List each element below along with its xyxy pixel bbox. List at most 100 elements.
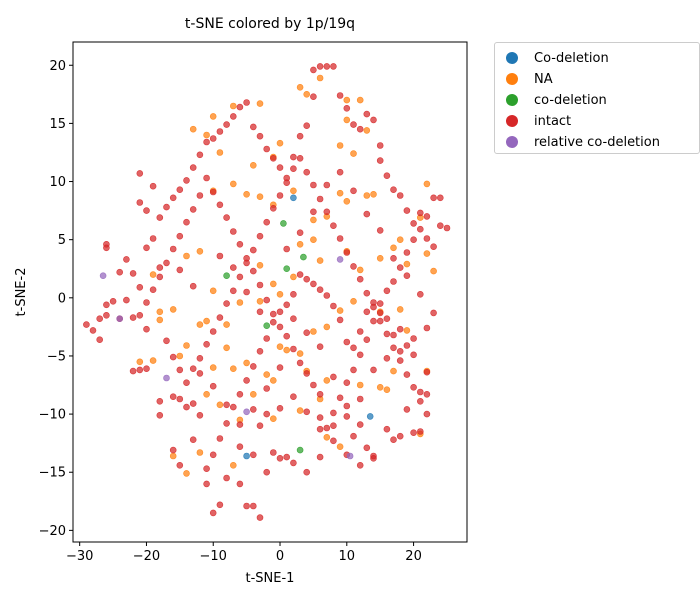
point-na-s1: [376, 383, 384, 391]
point-na-s1: [336, 443, 344, 451]
point-intact-s3: [276, 323, 284, 331]
point-intact-s3: [296, 155, 304, 162]
point-intact-s3: [236, 390, 244, 398]
point-intact-s3: [423, 390, 431, 398]
point-na-s1: [250, 390, 257, 398]
point-na-s1: [403, 260, 411, 268]
point-na-s1: [183, 470, 190, 477]
point-intact-s3: [330, 222, 337, 229]
point-na-s1: [263, 371, 271, 378]
point-intact-s3: [196, 151, 204, 159]
point-na-s1: [189, 125, 197, 133]
y-tick-label: 0: [58, 291, 66, 306]
point-intact-s3: [230, 113, 237, 120]
point-intact-s3: [423, 324, 431, 332]
x-tick-label: −20: [133, 549, 160, 564]
point-intact-s3: [223, 401, 230, 409]
point-intact-s3: [176, 232, 184, 240]
point-intact-s3: [283, 301, 291, 309]
point-na-s1: [209, 113, 217, 120]
point-intact-s3: [416, 428, 424, 435]
point-na-s1: [310, 328, 317, 335]
point-na-s1: [356, 266, 364, 274]
point-na-s1: [256, 100, 264, 107]
point-intact-s3: [263, 410, 271, 418]
legend-marker-co-deletion-upper: [506, 52, 518, 64]
point-relative-co-deletion-s4: [99, 272, 107, 280]
point-na-s1: [390, 244, 397, 252]
point-na-s1: [243, 191, 250, 198]
point-intact-s3: [136, 170, 144, 177]
point-intact-s3: [423, 368, 431, 376]
point-na-s1: [216, 149, 224, 156]
point-intact-s3: [316, 425, 324, 433]
point-intact-s3: [310, 280, 317, 288]
point-na-s1: [343, 96, 351, 104]
point-intact-s3: [136, 311, 144, 319]
point-na-s1: [316, 257, 324, 264]
point-intact-s3: [176, 461, 184, 469]
legend-label: relative co-deletion: [534, 134, 660, 150]
point-na-s1: [370, 191, 377, 198]
point-na-s1: [149, 271, 157, 278]
point-na-s1: [363, 127, 371, 134]
point-intact-s3: [416, 388, 424, 396]
point-intact-s3: [356, 395, 364, 403]
point-na-s1: [196, 449, 204, 456]
point-intact-s3: [416, 290, 424, 298]
point-intact-s3: [203, 138, 210, 146]
point-co-deletion-s2: [263, 322, 271, 330]
point-na-s1: [336, 307, 344, 314]
x-tick-label: −30: [66, 549, 93, 564]
point-intact-s3: [216, 128, 224, 135]
point-intact-s3: [356, 461, 364, 469]
point-intact-s3: [363, 210, 371, 218]
point-intact-s3: [256, 232, 264, 240]
point-intact-s3: [236, 241, 244, 248]
point-intact-s3: [136, 199, 144, 206]
legend-item-co-deletion-upper: Co-deletion: [505, 49, 609, 67]
point-intact-s3: [343, 379, 351, 387]
point-intact-s3: [403, 406, 411, 413]
point-intact-s3: [189, 436, 197, 444]
point-intact-s3: [330, 63, 337, 70]
point-na-s1: [223, 344, 230, 352]
point-intact-s3: [263, 468, 271, 476]
point-intact-s3: [183, 403, 190, 411]
y-tick-label: 15: [49, 117, 66, 132]
point-na-s1: [336, 189, 344, 197]
point-intact-s3: [103, 311, 110, 319]
point-na-s1: [169, 306, 177, 313]
point-na-s1: [350, 297, 357, 305]
point-co-deletion-s2: [283, 265, 291, 273]
point-intact-s3: [189, 206, 197, 213]
point-intact-s3: [136, 366, 144, 374]
point-intact-s3: [310, 208, 317, 216]
point-intact-s3: [189, 365, 197, 373]
point-intact-s3: [276, 454, 284, 462]
point-intact-s3: [169, 393, 177, 401]
point-intact-s3: [209, 135, 217, 142]
point-na-s1: [303, 91, 311, 98]
point-intact-s3: [350, 432, 357, 440]
point-intact-s3: [416, 397, 424, 405]
point-intact-s3: [290, 315, 297, 323]
point-intact-s3: [263, 145, 271, 153]
point-intact-s3: [256, 422, 264, 430]
point-intact-s3: [196, 354, 204, 362]
point-intact-s3: [403, 371, 411, 378]
legend-label: NA: [534, 71, 553, 87]
legend-marker-na: [506, 73, 518, 85]
point-intact-s3: [230, 228, 237, 235]
point-intact-s3: [129, 270, 137, 277]
point-intact-s3: [209, 509, 217, 517]
point-intact-s3: [323, 292, 331, 299]
point-intact-s3: [350, 121, 357, 128]
point-na-s1: [269, 377, 277, 384]
legend-item-relative-co-deletion: relative co-deletion: [505, 133, 660, 151]
point-na-s1: [343, 198, 351, 205]
point-na-s1: [196, 248, 204, 255]
point-intact-s3: [250, 451, 257, 459]
point-intact-s3: [323, 208, 331, 216]
